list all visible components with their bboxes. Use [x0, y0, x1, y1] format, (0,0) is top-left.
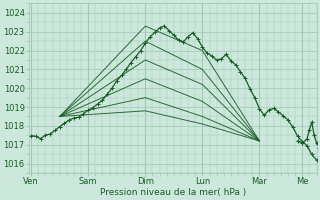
- X-axis label: Pression niveau de la mer( hPa ): Pression niveau de la mer( hPa ): [100, 188, 246, 197]
